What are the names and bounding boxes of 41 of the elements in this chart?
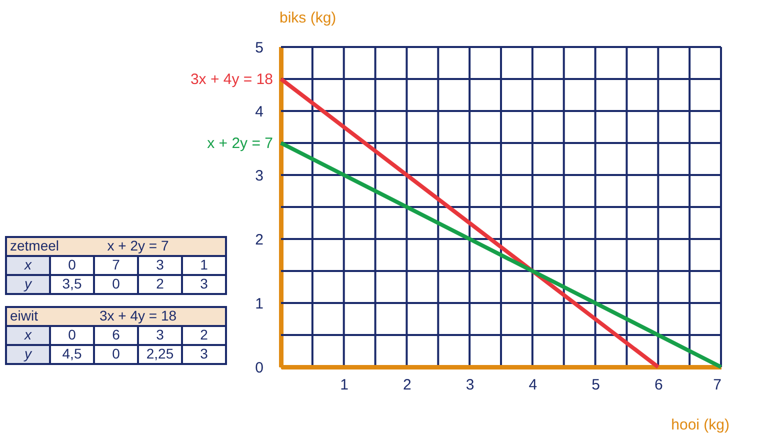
y-tick-label: 4 [255, 104, 264, 120]
series-label: 3x + 4y = 18 [190, 71, 273, 88]
text: 6 [112, 326, 120, 342]
y-tick-label: 3 [255, 168, 264, 184]
y-axis-title: biks (kg) [280, 10, 336, 26]
category-label: x [24, 256, 32, 272]
text: 4,5 [62, 346, 82, 362]
y-tick-label: 2 [255, 232, 264, 248]
text: 3 [200, 276, 208, 292]
series-label: x + 2y = 7 [207, 135, 273, 152]
text: 0 [112, 346, 120, 362]
text: 0 [68, 256, 76, 272]
text: 3 [156, 256, 164, 272]
y-tick-label: 0 [255, 360, 264, 376]
x-tick-label: 1 [340, 376, 349, 394]
text: 2 [200, 326, 208, 342]
x-axis-title: hooi (kg) [671, 416, 730, 434]
text: 3 [156, 326, 164, 342]
category-label: y [24, 276, 32, 292]
x-tick-label: 4 [528, 376, 538, 394]
text: x + 2y = 7 [107, 238, 169, 254]
y-tick-label: 5 [255, 40, 264, 56]
x-tick-label: 5 [592, 376, 600, 394]
x-tick-label: 6 [654, 376, 663, 394]
y-tick-label: 1 [255, 296, 264, 312]
category-label: y [24, 346, 32, 362]
text: 7 [112, 256, 120, 272]
text: 3x + 4y = 18 [99, 308, 177, 324]
x-tick-label: 3 [466, 376, 474, 394]
text: 0 [112, 276, 120, 292]
text: 0 [68, 326, 76, 342]
text: 3 [200, 346, 208, 362]
text: 2,25 [146, 346, 174, 362]
text: 2 [156, 276, 164, 292]
x-tick-label: 2 [403, 376, 412, 394]
text: eiwit [10, 308, 38, 324]
text: zetmeel [10, 238, 60, 254]
category-label: x [24, 326, 32, 342]
x-tick-label: 7 [713, 376, 722, 394]
text: 3,5 [62, 276, 82, 292]
text: 1 [200, 256, 208, 272]
